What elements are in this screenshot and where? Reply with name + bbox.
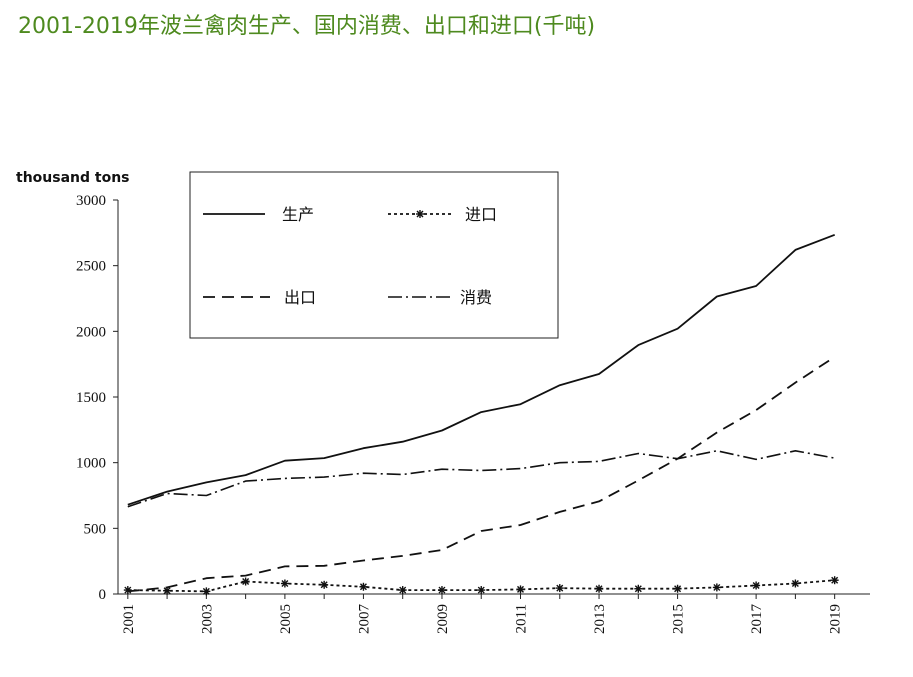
marker-stroke	[281, 579, 289, 587]
y-tick-label: 0	[99, 587, 107, 603]
marker-stroke	[791, 579, 799, 587]
x-tick-label: 2009	[435, 604, 451, 634]
marker-stroke	[359, 583, 367, 591]
x-tick-label: 2007	[356, 604, 372, 635]
legend-box	[189, 171, 559, 339]
series-point	[320, 580, 329, 589]
marker-stroke	[831, 576, 839, 584]
marker-stroke	[752, 581, 760, 589]
marker-stroke	[634, 585, 642, 593]
marker-stroke	[242, 578, 250, 586]
x-tick-label: 2013	[592, 604, 608, 634]
marker-stroke	[202, 587, 210, 595]
legend-label: 进口	[465, 205, 497, 224]
legend-label: 出口	[284, 288, 316, 307]
chart-axes: 0 500 1000 1500 2000 2500 3000 2001 2003 2005 2007…	[76, 193, 870, 634]
y-tick-label: 2000	[76, 324, 106, 340]
series-point	[398, 586, 407, 595]
marker-stroke	[163, 587, 171, 595]
marker-stroke	[713, 583, 721, 591]
x-tick-label: 2011	[514, 604, 530, 633]
series-point	[752, 581, 761, 590]
series-point	[437, 586, 446, 595]
series-line-1	[127, 233, 836, 506]
series-point	[634, 584, 643, 593]
series-point	[830, 576, 839, 585]
marker-stroke	[595, 585, 603, 593]
series-point	[673, 584, 682, 593]
series-point	[791, 579, 800, 588]
y-tick-label: 2500	[76, 259, 106, 275]
marker-stroke	[556, 584, 564, 592]
series-point	[477, 586, 486, 595]
series-point	[595, 584, 604, 593]
series-point	[359, 582, 368, 591]
marker-stroke	[320, 581, 328, 589]
y-tick-label: 3000	[76, 193, 106, 209]
marker-stroke	[399, 586, 407, 594]
series-point	[280, 579, 289, 588]
slide-title: 2001-2019年波兰禽肉生产、国内消费、出口和进口(千吨)	[18, 14, 596, 39]
x-tick-label: 2015	[671, 604, 687, 634]
marker-stroke	[517, 585, 525, 593]
x-tick-label: 2019	[828, 604, 844, 634]
x-tick-label: 2001	[121, 604, 137, 634]
marker-stroke	[438, 586, 446, 594]
series-point	[241, 577, 250, 586]
y-tick-label: 1500	[76, 390, 106, 406]
series-point	[712, 583, 721, 592]
series-point	[555, 584, 564, 593]
chart-series	[123, 233, 839, 596]
series-point	[123, 586, 132, 595]
x-tick-label: 2003	[199, 604, 215, 634]
y-unit-label: thousand tons	[16, 170, 130, 186]
legend-label: 消费	[460, 288, 492, 307]
series-line-3	[127, 356, 836, 593]
x-tick-label: 2005	[278, 604, 294, 634]
marker-stroke	[674, 585, 682, 593]
legend-label: 生产	[282, 205, 314, 224]
series-point	[202, 587, 211, 596]
marker-stroke	[477, 586, 485, 594]
marker-stroke	[124, 586, 132, 594]
y-tick-label: 1000	[76, 456, 106, 472]
y-tick-label: 500	[84, 521, 107, 537]
marker-stroke	[416, 210, 424, 218]
legend-marker	[416, 210, 424, 218]
x-tick-label: 2017	[749, 604, 765, 635]
series-line-4	[127, 449, 835, 508]
series-point	[516, 585, 525, 594]
